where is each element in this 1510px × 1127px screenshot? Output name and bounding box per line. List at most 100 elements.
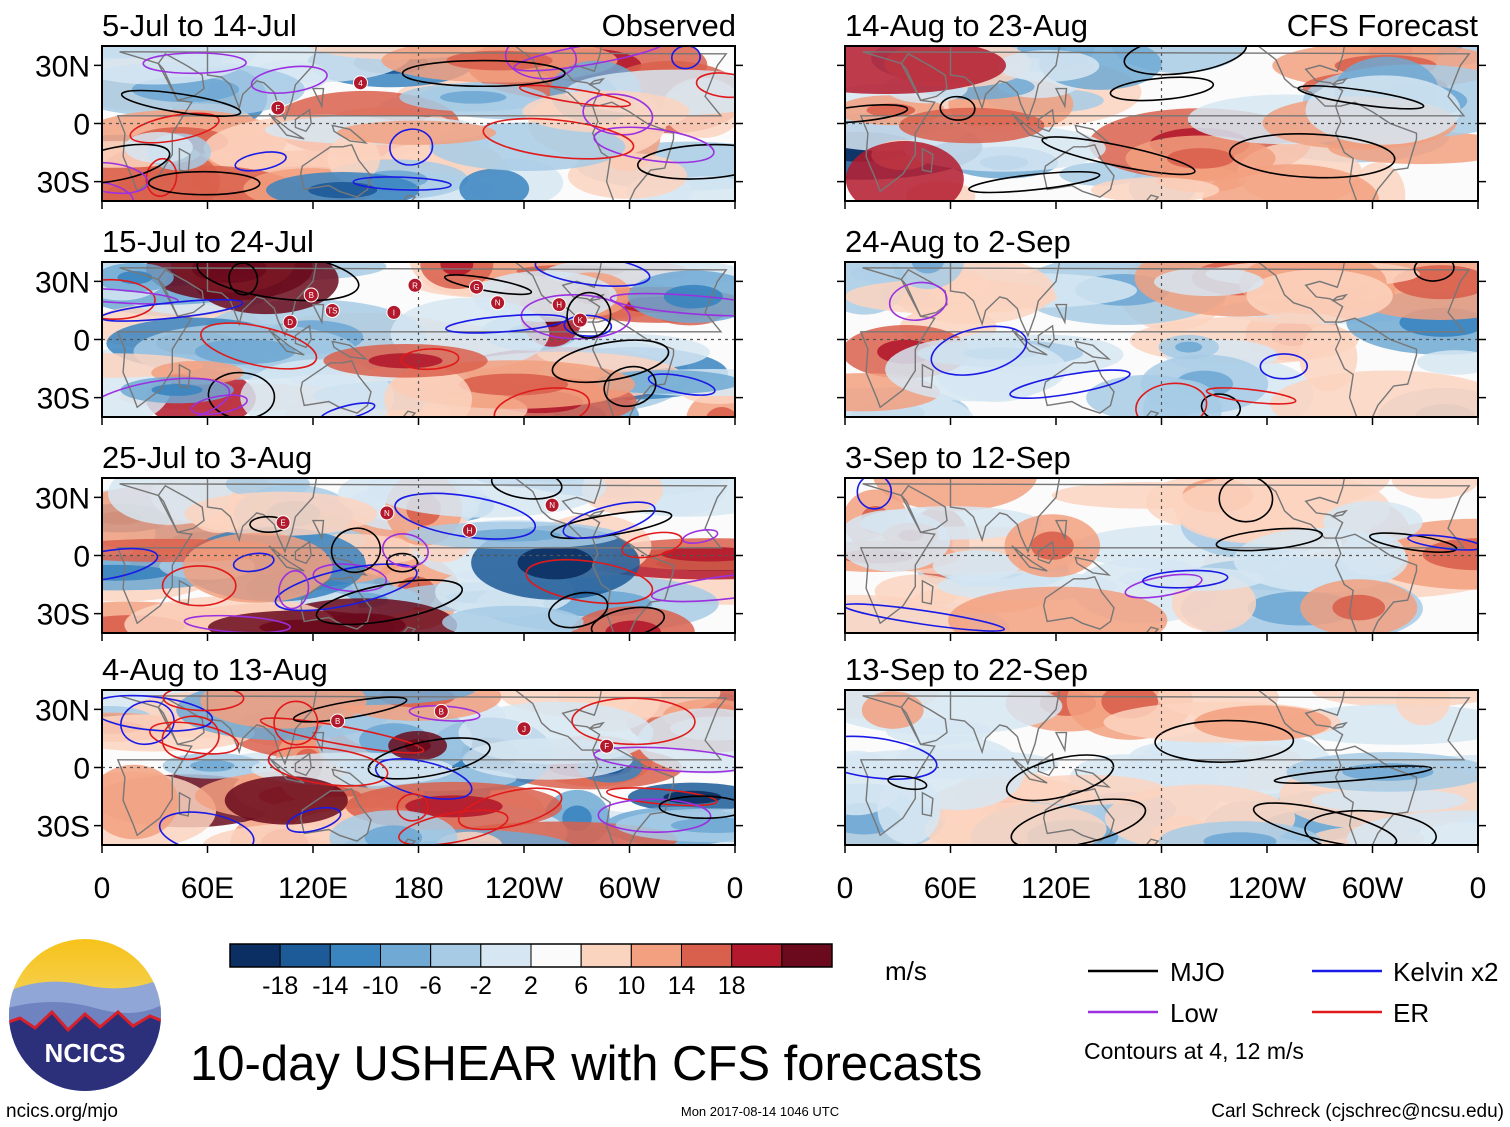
contour-line <box>1041 136 1196 176</box>
coastline <box>1037 540 1055 565</box>
coastline <box>514 262 603 323</box>
legend-label-mjo: MJO <box>1170 957 1225 987</box>
storm-symbol <box>330 713 346 729</box>
contour-line <box>845 603 1006 632</box>
shear-field <box>845 262 1478 417</box>
colorbar: -18 -14 -10 -6 -2 2 6 10 14 18 <box>229 943 833 1000</box>
contour-line <box>200 322 318 370</box>
shear-field <box>102 46 735 201</box>
storm-marker: TS <box>324 302 340 318</box>
storm-marker: F <box>599 738 615 754</box>
storm-label: D <box>287 318 293 327</box>
contour-line <box>856 478 893 510</box>
contour-line <box>1123 46 1248 76</box>
colorbar-tick-label: 10 <box>617 972 645 1000</box>
contour-line <box>147 170 261 196</box>
coastline <box>299 143 372 198</box>
coastline <box>294 108 312 133</box>
coastline <box>311 303 325 325</box>
colorbar-swatch <box>781 943 833 968</box>
contour-line <box>443 274 533 296</box>
contour-line <box>162 690 245 712</box>
coastline <box>1145 194 1160 201</box>
colorbar-tick-label: -2 <box>470 972 492 1000</box>
coastline <box>949 690 1061 766</box>
contour-line <box>400 348 460 371</box>
contour-line <box>682 529 719 544</box>
coastline <box>1257 690 1346 751</box>
storm-symbol <box>461 522 477 538</box>
coastline <box>1334 745 1418 845</box>
coastline <box>331 556 369 576</box>
storm-marker: D <box>282 314 298 330</box>
contour-line <box>389 128 434 166</box>
contour-line <box>551 339 670 384</box>
contour-line <box>1218 478 1274 523</box>
coastline <box>1074 768 1112 788</box>
coastline <box>1331 293 1349 302</box>
contour-line <box>207 371 276 417</box>
contour-line <box>609 292 735 317</box>
contour-line <box>386 552 419 573</box>
coastline <box>949 46 1061 122</box>
contour-line <box>102 180 134 201</box>
contour-line <box>1205 387 1297 405</box>
contour-line <box>161 565 237 607</box>
storm-marker: B <box>330 713 346 729</box>
contour-line <box>120 700 175 746</box>
storm-symbol <box>303 287 319 303</box>
coastline <box>402 194 417 201</box>
observed-label: Observed <box>602 8 736 43</box>
coastline <box>921 791 934 817</box>
storm-label: 4 <box>358 79 363 88</box>
contour-line <box>102 377 231 417</box>
shear-field <box>102 478 735 633</box>
colorbar-tick-label: -10 <box>362 972 398 1000</box>
coastline <box>1145 410 1160 417</box>
storm-marker: G <box>469 279 485 295</box>
y-tick-label: 30N <box>35 266 90 299</box>
y-tick-label: 30N <box>35 694 90 727</box>
contour-line <box>312 563 388 593</box>
coastline <box>331 124 369 144</box>
y-tick-label: 0 <box>73 541 90 574</box>
storm-label: E <box>280 519 285 528</box>
contour-line <box>102 298 244 322</box>
coastline <box>588 509 606 518</box>
shear-field <box>102 690 735 845</box>
coastline <box>178 579 191 605</box>
shear-field <box>845 478 1478 633</box>
contour-line <box>590 606 666 633</box>
coastline <box>900 52 948 102</box>
x-tick-label: 60E <box>181 872 234 905</box>
coastline <box>1054 519 1068 541</box>
contour-line <box>563 314 613 337</box>
coastline <box>514 478 603 539</box>
y-tick-label: 0 <box>73 325 90 358</box>
storm-marker: J <box>516 721 532 737</box>
y-tick-label: 30S <box>37 167 90 200</box>
panel-title: 5-Jul to 14-Jul <box>102 8 297 43</box>
contour-line <box>550 510 673 540</box>
contour-line <box>250 65 328 94</box>
coastline <box>1042 575 1115 630</box>
contour-line <box>845 735 938 780</box>
contour-line <box>142 52 247 75</box>
storm-symbol <box>469 279 485 295</box>
contour-line <box>158 811 255 845</box>
x-tick-label: 0 <box>727 872 744 905</box>
storm-symbol <box>572 312 588 328</box>
contour-line <box>1135 382 1208 417</box>
contour-line <box>1109 76 1215 102</box>
storm-label: G <box>473 283 479 292</box>
map-panel: F 4 30N 0 30S 5-Jul to 14-Jul <box>35 8 743 209</box>
contour-line <box>593 746 735 773</box>
contour-line <box>149 721 240 755</box>
footer-url: ncics.org/mjo <box>6 1101 118 1122</box>
coastline <box>588 721 606 730</box>
coastline <box>294 324 312 349</box>
coastline <box>588 77 606 86</box>
coastline <box>1074 556 1112 576</box>
contour-line <box>548 591 609 629</box>
